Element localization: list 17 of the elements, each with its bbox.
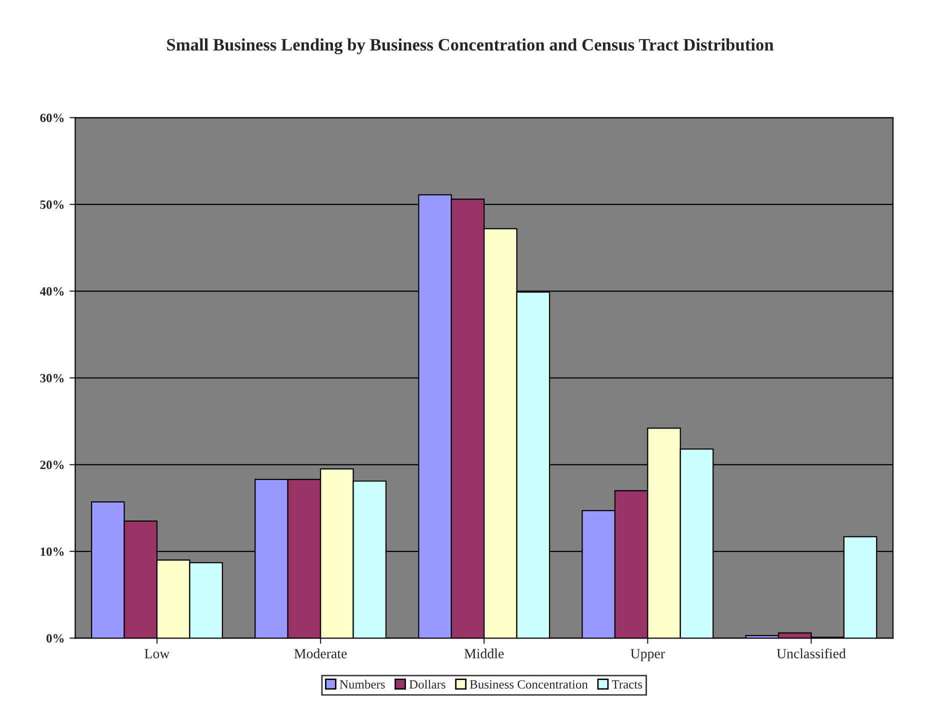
x-tick-label: Low bbox=[144, 649, 170, 658]
chart-title: Small Business Lending by Business Concentration and Census Tract Distribution bbox=[167, 38, 774, 54]
y-tick-label: 0% bbox=[46, 634, 64, 643]
y-tick-label: 60% bbox=[40, 114, 64, 122]
x-tick-label: Unclassified bbox=[776, 648, 846, 658]
y-tick-label: 10% bbox=[40, 547, 64, 556]
y-tick-label: 50% bbox=[40, 200, 64, 209]
y-tick-label: 30% bbox=[40, 374, 64, 382]
legend-label: Dollars bbox=[409, 680, 446, 689]
x-tick-label: Moderate bbox=[294, 648, 347, 658]
legend-label: Tracts bbox=[612, 680, 642, 689]
y-tick-label: 20% bbox=[40, 460, 64, 470]
x-tick-label: Upper bbox=[630, 649, 665, 662]
legend-label: Numbers bbox=[340, 680, 385, 689]
legend-label: Business Concentration bbox=[470, 680, 588, 689]
y-tick-label: 40% bbox=[40, 287, 64, 296]
x-tick-label: Middle bbox=[464, 648, 504, 658]
